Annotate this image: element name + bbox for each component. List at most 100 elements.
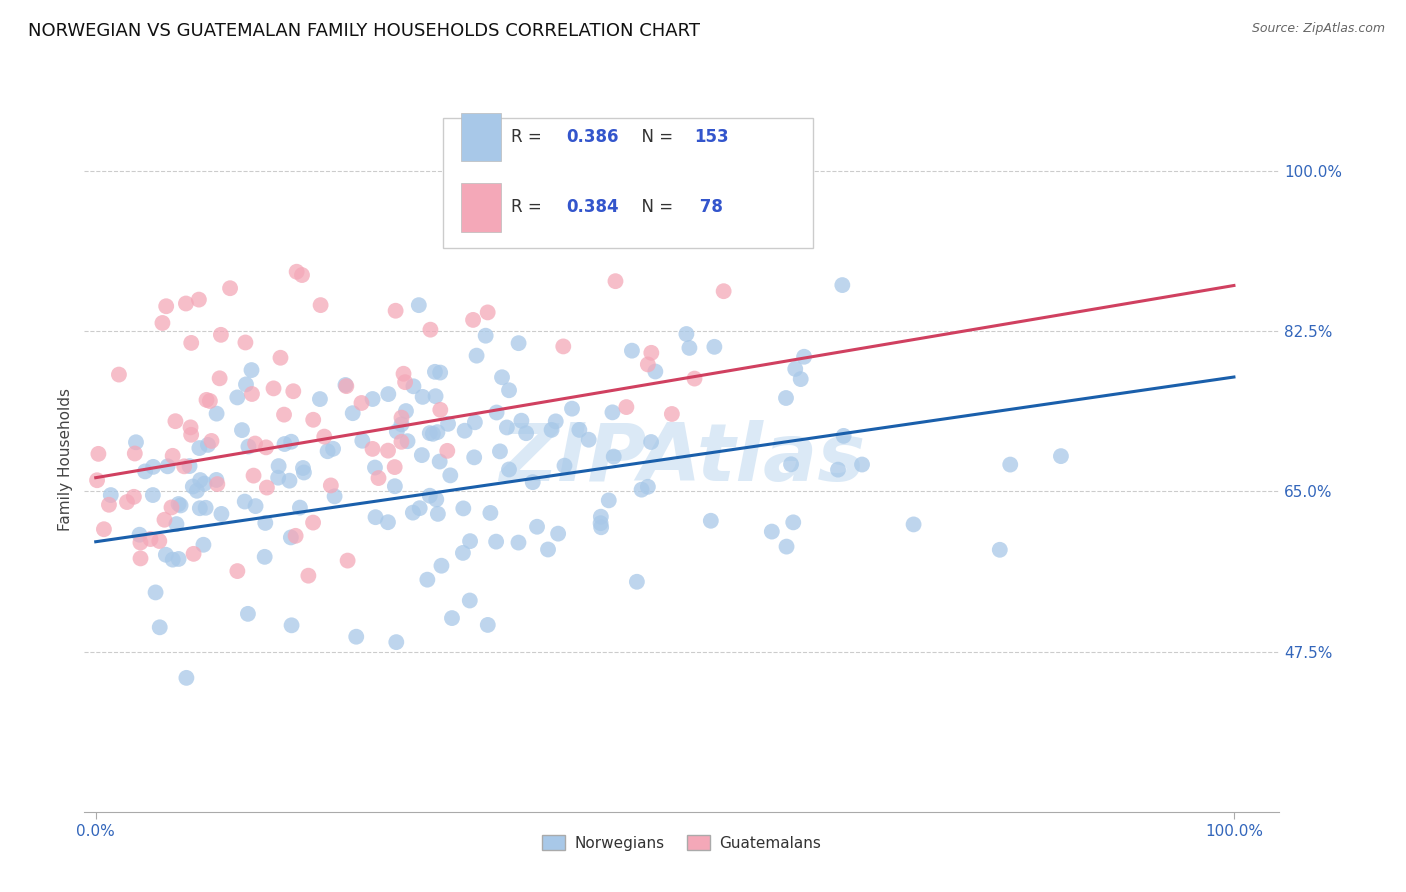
Point — [322, 442, 344, 456]
Point — [156, 459, 179, 474]
Point — [280, 618, 302, 632]
Point — [160, 500, 183, 515]
Point — [402, 379, 425, 393]
Point — [350, 396, 373, 410]
Point — [180, 427, 202, 442]
Point — [231, 423, 253, 437]
Point — [458, 593, 481, 607]
Point — [640, 346, 662, 360]
Point — [195, 392, 218, 407]
Point — [465, 349, 488, 363]
Point — [139, 532, 162, 546]
Point — [361, 442, 384, 456]
Point — [167, 552, 190, 566]
Point — [280, 434, 302, 449]
Point — [129, 535, 152, 549]
Point — [683, 371, 706, 385]
Point — [283, 384, 305, 399]
Point — [429, 366, 451, 380]
Point — [219, 281, 242, 295]
Point — [391, 410, 413, 425]
Point — [419, 426, 441, 441]
Point — [1050, 449, 1073, 463]
Point — [162, 449, 184, 463]
Point — [278, 474, 301, 488]
Point — [437, 417, 460, 431]
Point — [782, 516, 804, 530]
Point — [408, 298, 430, 312]
Point — [100, 488, 122, 502]
Point — [302, 516, 325, 530]
Point — [134, 464, 156, 478]
Point — [703, 340, 725, 354]
Text: R =: R = — [510, 198, 547, 217]
Point — [515, 426, 537, 441]
Text: 153: 153 — [695, 128, 728, 146]
Point — [125, 435, 148, 450]
Point — [142, 488, 165, 502]
Point — [193, 538, 215, 552]
Point — [498, 384, 520, 398]
FancyBboxPatch shape — [461, 183, 502, 232]
Point — [436, 443, 458, 458]
Point — [344, 630, 367, 644]
Point — [174, 296, 197, 310]
Point — [396, 434, 419, 449]
Point — [561, 401, 583, 416]
Point — [640, 435, 662, 450]
Point — [186, 483, 208, 498]
Point — [416, 573, 439, 587]
Point — [240, 387, 263, 401]
Point — [439, 468, 461, 483]
Point — [323, 489, 346, 503]
Point — [342, 406, 364, 420]
Point — [463, 450, 485, 465]
Point — [86, 473, 108, 487]
Point — [242, 468, 264, 483]
Text: NORWEGIAN VS GUATEMALAN FAMILY HOUSEHOLDS CORRELATION CHART: NORWEGIAN VS GUATEMALAN FAMILY HOUSEHOLD… — [28, 22, 700, 40]
Point — [319, 478, 342, 492]
Point — [479, 506, 502, 520]
Point — [429, 454, 451, 468]
Point — [153, 513, 176, 527]
Point — [391, 417, 413, 432]
Point — [453, 501, 475, 516]
Point — [411, 448, 433, 462]
Point — [1000, 458, 1022, 472]
Point — [903, 517, 925, 532]
Point — [149, 620, 172, 634]
Point — [461, 313, 484, 327]
Point — [124, 446, 146, 460]
Point — [426, 425, 449, 439]
Point — [233, 494, 256, 508]
Point — [302, 413, 325, 427]
Y-axis label: Family Households: Family Households — [58, 388, 73, 531]
Point — [394, 375, 416, 389]
Point — [367, 471, 389, 485]
Point — [402, 506, 425, 520]
Point — [292, 466, 315, 480]
Point — [235, 335, 257, 350]
Point — [169, 499, 191, 513]
Point — [180, 420, 202, 434]
Point — [568, 423, 591, 437]
Point — [713, 284, 735, 298]
Point — [205, 407, 228, 421]
Point — [236, 607, 259, 621]
Point — [458, 534, 481, 549]
Text: N =: N = — [630, 198, 678, 217]
Point — [600, 227, 623, 241]
Point — [256, 481, 278, 495]
Point — [209, 507, 232, 521]
Point — [284, 529, 307, 543]
Point — [273, 408, 295, 422]
FancyBboxPatch shape — [461, 112, 502, 161]
Point — [273, 437, 295, 451]
Point — [602, 405, 624, 419]
Point — [142, 459, 165, 474]
Point — [392, 367, 415, 381]
Point — [314, 429, 336, 443]
Point — [485, 405, 508, 419]
Point — [451, 546, 474, 560]
Point — [288, 500, 311, 515]
